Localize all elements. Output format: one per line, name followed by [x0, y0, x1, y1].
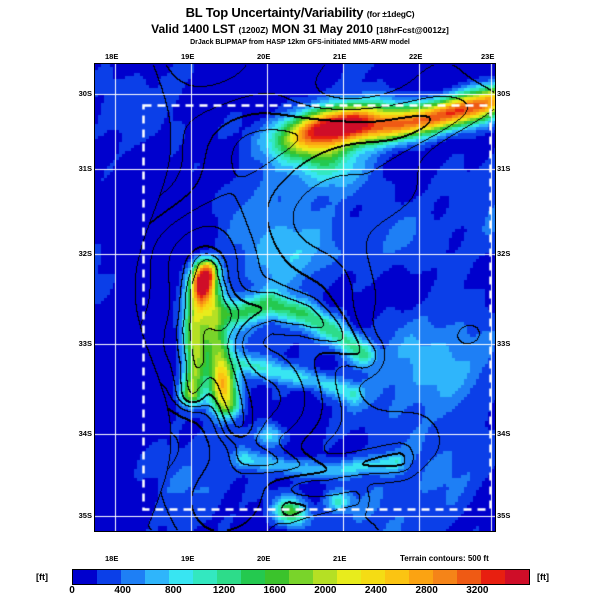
uncertainty-field-canvas [95, 64, 495, 531]
colorbar-swatch-7 [241, 570, 265, 584]
lat-tick-left-34S: 34S [78, 429, 92, 438]
colorbar-tick-2400: 2400 [364, 585, 388, 596]
terrain-contour-note: Terrain contours: 500 ft [400, 554, 489, 563]
colorbar-swatch-17 [481, 570, 505, 584]
colorbar-swatch-15 [433, 570, 457, 584]
colorbar-swatch-13 [385, 570, 409, 584]
lon-tick-top-18E: 18E [105, 52, 119, 61]
colorbar-tick-2800: 2800 [415, 585, 438, 596]
model-description: DrJack BLIPMAP from HASP 12km GFS-initia… [190, 39, 410, 46]
colorbar-swatch-5 [193, 570, 217, 584]
colorbar-units-left: [ft] [36, 572, 48, 582]
colorbar-tick-1200: 1200 [212, 585, 236, 596]
valid-time-utc: (1200Z) [238, 25, 269, 35]
colorbar-swatch-11 [337, 570, 361, 584]
lon-tick-top-21E: 21E [333, 52, 347, 61]
colorbar-swatch-10 [313, 570, 337, 584]
colorbar[interactable] [72, 569, 530, 585]
forecast-run-tag: [18hrFcst@0012z] [376, 25, 449, 35]
lat-tick-left-35S: 35S [78, 511, 92, 520]
colorbar-swatches [73, 570, 529, 584]
map-plot-area[interactable] [94, 63, 496, 532]
lat-tick-right-32S: 32S [497, 249, 511, 258]
colorbar-swatch-0 [73, 570, 97, 584]
lat-tick-right-33S: 33S [497, 339, 511, 348]
valid-time-label: Valid 1400 LST [151, 22, 236, 36]
lon-tick-bottom-18E: 18E [105, 554, 119, 563]
title-block: BL Top Uncertainty/Variability (for ±1de… [0, 6, 600, 48]
colorbar-swatch-4 [169, 570, 193, 584]
colorbar-swatch-16 [457, 570, 481, 584]
lat-tick-right-31S: 31S [497, 164, 511, 173]
colorbar-swatch-3 [145, 570, 169, 584]
lat-tick-left-33S: 33S [78, 339, 92, 348]
valid-date: MON 31 May 2010 [271, 22, 373, 36]
valid-time-line: Valid 1400 LST (1200Z) MON 31 May 2010 [… [0, 22, 600, 37]
lat-tick-right-35S: 35S [497, 511, 511, 520]
lon-tick-top-22E: 22E [409, 52, 423, 61]
colorbar-tick-400: 400 [114, 585, 131, 596]
lat-tick-left-31S: 31S [78, 164, 92, 173]
title-main-text: BL Top Uncertainty/Variability [185, 5, 364, 20]
colorbar-tick-2000: 2000 [314, 585, 337, 596]
colorbar-swatch-2 [121, 570, 145, 584]
colorbar-swatch-8 [265, 570, 289, 584]
lon-tick-bottom-21E: 21E [333, 554, 347, 563]
lat-tick-left-32S: 32S [78, 249, 92, 258]
lon-tick-top-23E: 23E [481, 52, 495, 61]
lat-tick-right-34S: 34S [497, 429, 511, 438]
colorbar-tick-0: 0 [69, 585, 75, 596]
colorbar-swatch-18 [505, 570, 529, 584]
colorbar-swatch-1 [97, 570, 121, 584]
colorbar-swatch-9 [289, 570, 313, 584]
colorbar-swatch-6 [217, 570, 241, 584]
colorbar-tick-800: 800 [164, 585, 182, 596]
lon-tick-bottom-19E: 19E [181, 554, 195, 563]
lon-tick-top-19E: 19E [181, 52, 195, 61]
lon-tick-top-20E: 20E [257, 52, 271, 61]
colorbar-units-right: [ft] [537, 572, 549, 582]
page-title: BL Top Uncertainty/Variability (for ±1de… [0, 6, 600, 21]
lat-tick-left-30S: 30S [78, 89, 92, 98]
colorbar-swatch-14 [409, 570, 433, 584]
colorbar-tick-3200: 3200 [466, 585, 489, 596]
colorbar-tick-1600: 1600 [263, 585, 286, 596]
lat-tick-right-30S: 30S [497, 89, 511, 98]
lon-tick-bottom-20E: 20E [257, 554, 271, 563]
title-main-suffix: (for ±1degC) [366, 9, 415, 19]
colorbar-swatch-12 [361, 570, 385, 584]
